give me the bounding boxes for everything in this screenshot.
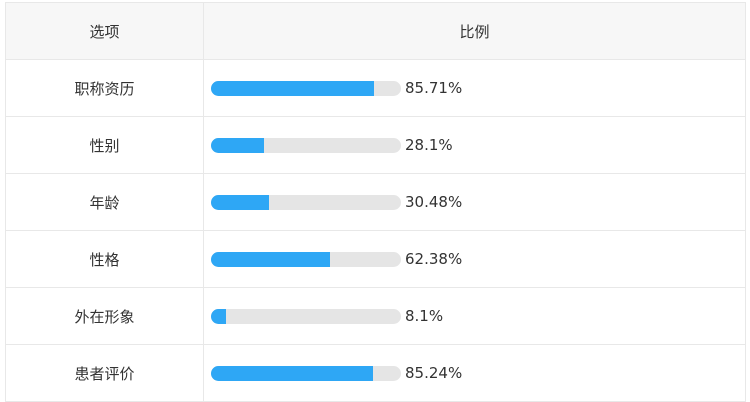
- ratio-cell: 8.1%: [204, 288, 745, 344]
- progress-track: [211, 365, 401, 381]
- progress-track: [211, 194, 401, 210]
- progress-track: [211, 137, 401, 153]
- ratio-cell: 85.71%: [204, 60, 745, 116]
- data-row: 外在形象 8.1%: [6, 288, 745, 345]
- option-label: 外在形象: [6, 288, 204, 344]
- option-label: 性格: [6, 231, 204, 287]
- data-row: 患者评价 85.24%: [6, 345, 745, 402]
- option-label: 年龄: [6, 174, 204, 230]
- header-cell: 比例: [459, 22, 490, 41]
- progress-track: [211, 80, 401, 96]
- progress-track: [211, 308, 401, 324]
- percent-label: 28.1%: [405, 136, 453, 154]
- header-row: 选项 比例: [6, 3, 745, 60]
- progress-bar: [211, 80, 374, 96]
- option-label: 职称资历: [6, 60, 204, 116]
- option-label: 患者评价: [6, 345, 204, 401]
- ratio-cell: 30.48%: [204, 174, 745, 230]
- data-row: 性别 28.1%: [6, 117, 745, 174]
- ratio-cell: 62.38%: [204, 231, 745, 287]
- percent-label: 85.24%: [405, 364, 463, 382]
- data-row: 年龄 30.48%: [6, 174, 745, 231]
- progress-bar: [211, 308, 227, 324]
- progress-bar: [211, 194, 269, 210]
- ratio-cell: 85.24%: [204, 345, 745, 401]
- progress-bar: [211, 251, 330, 267]
- option-label: 性别: [6, 117, 204, 173]
- header-cell: 选项: [6, 3, 204, 59]
- percent-label: 8.1%: [405, 307, 444, 325]
- percent-label: 85.71%: [405, 79, 463, 97]
- data-row: 职称资历 85.71%: [6, 60, 745, 117]
- percent-label: 30.48%: [405, 193, 463, 211]
- progress-bar: [211, 137, 265, 153]
- result-table: 选项 比例 职称资历 85.71% 性别 28.1% 年龄 30.48% 性格 62.38% 外…: [5, 2, 746, 402]
- ratio-cell: 28.1%: [204, 117, 745, 173]
- data-row: 性格 62.38%: [6, 231, 745, 288]
- percent-label: 62.38%: [405, 250, 463, 268]
- progress-track: [211, 251, 401, 267]
- progress-bar: [211, 365, 373, 381]
